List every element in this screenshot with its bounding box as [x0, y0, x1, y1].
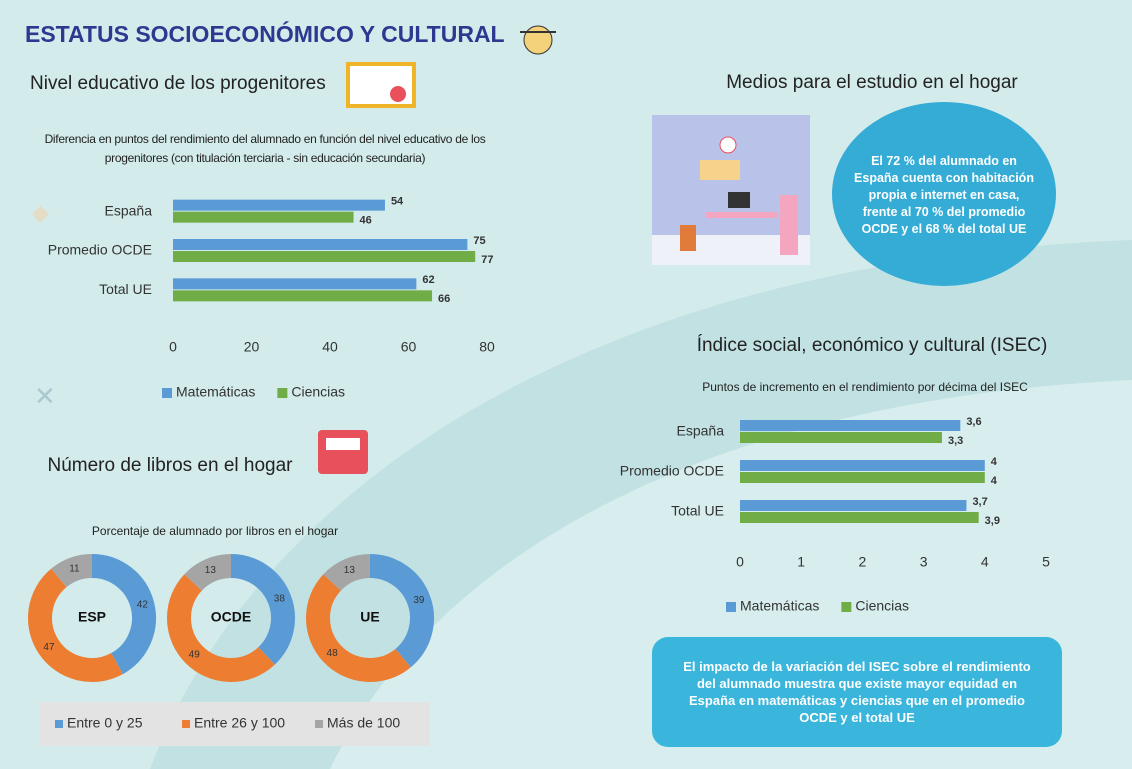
donut-segment: [230, 554, 295, 665]
donut-center-label: UE: [360, 609, 379, 625]
donut-segment: [323, 554, 371, 592]
donut-segment: [91, 554, 156, 675]
x-tick-label: 4: [981, 554, 989, 570]
legend-label: Entre 0 y 25: [67, 715, 143, 731]
legend-label: Ciencias: [855, 598, 909, 614]
value-label: 4: [991, 456, 998, 468]
bar: [173, 290, 433, 302]
value-label: 47: [43, 642, 55, 653]
bar: [740, 500, 967, 511]
section-title: Índice social, económico y cultural (ISE…: [697, 335, 1048, 356]
donut-segment: [306, 574, 411, 682]
legend-swatch: [55, 720, 63, 728]
room-illustration: [652, 115, 810, 265]
page-title: ESTATUS SOCIOECONÓMICO Y CULTURAL: [25, 20, 505, 47]
bar: [173, 239, 468, 250]
callout-text: El impacto de la variación del ISEC sobr…: [683, 659, 1031, 725]
donut-segment: [51, 554, 93, 588]
decor-x: ✕: [34, 381, 56, 411]
y-tick-label: Promedio OCDE: [620, 463, 724, 479]
bar: [740, 432, 942, 443]
y-tick-label: España: [105, 202, 153, 218]
legend-swatch: [182, 720, 190, 728]
bar: [740, 420, 961, 431]
value-label: 3,7: [972, 496, 987, 508]
x-tick-label: 3: [920, 554, 928, 570]
bar: [173, 251, 476, 262]
x-tick-label: 5: [1042, 554, 1050, 570]
legend-label: Matemáticas: [740, 598, 819, 614]
bar: [740, 472, 985, 483]
donut-segment: [167, 574, 275, 682]
value-label: 39: [413, 595, 425, 606]
bar: [173, 211, 354, 223]
legend-swatch: [726, 602, 736, 612]
section-title: Nivel educativo de los progenitores: [30, 73, 326, 94]
y-tick-label: Promedio OCDE: [48, 242, 152, 258]
x-tick-label: 1: [797, 554, 805, 570]
x-tick-label: 60: [401, 339, 417, 355]
x-tick-label: 20: [244, 339, 260, 355]
value-label: 75: [473, 235, 485, 247]
value-label: 42: [137, 600, 149, 611]
legend-label: Más de 100: [327, 715, 400, 731]
y-tick-label: España: [677, 423, 725, 439]
value-label: 48: [327, 648, 339, 659]
bar: [173, 199, 385, 211]
value-label: 46: [360, 215, 372, 227]
icon-diploma: [346, 62, 416, 108]
donut-center-label: OCDE: [211, 609, 251, 625]
bar: [740, 460, 985, 471]
x-tick-label: 0: [736, 554, 744, 570]
value-label: 11: [69, 564, 80, 575]
donut-segment: [28, 568, 123, 682]
donut-center-label: ESP: [78, 609, 106, 625]
x-tick-label: 40: [322, 339, 338, 355]
donut-segment: [369, 554, 434, 668]
chart-subtitle: Porcentaje de alumnado por libros en el …: [92, 524, 338, 538]
x-tick-label: 2: [859, 554, 867, 570]
legend-swatch: [315, 720, 323, 728]
value-label: 3,9: [985, 515, 1000, 527]
value-label: 3,6: [966, 416, 981, 428]
value-label: 49: [189, 649, 201, 660]
x-tick-label: 80: [479, 339, 495, 355]
chart-subtitle: Puntos de incremento en el rendimiento p…: [702, 380, 1028, 394]
value-label: 3,3: [948, 435, 963, 447]
legend-label: Matemáticas: [176, 384, 255, 400]
value-label: 77: [481, 254, 493, 266]
section-title: Medios para el estudio en el hogar: [726, 72, 1018, 93]
value-label: 38: [274, 593, 286, 604]
value-label: 13: [344, 565, 356, 576]
legend-label: Ciencias: [291, 384, 345, 400]
legend-swatch: [277, 388, 288, 398]
legend-label: Entre 26 y 100: [194, 715, 285, 731]
legend-swatch: [162, 388, 172, 398]
bar: [740, 512, 979, 523]
value-label: 66: [438, 293, 450, 305]
value-label: 4: [991, 475, 998, 487]
value-label: 54: [391, 196, 404, 208]
decor-diamond: ◆: [32, 200, 49, 225]
y-tick-label: Total UE: [671, 503, 724, 519]
bar: [173, 278, 417, 290]
section-title: Número de libros en el hogar: [47, 455, 293, 476]
x-tick-label: 0: [169, 339, 177, 355]
icon-books: [318, 430, 368, 474]
chart-subtitle: Diferencia en puntos del rendimiento del…: [44, 132, 486, 165]
value-label: 62: [422, 274, 434, 286]
highlight-text: El 72 % del alumnado en España cuenta co…: [854, 153, 1034, 236]
callout-box: [652, 637, 1062, 747]
donut-segment: [184, 554, 232, 592]
highlight-bubble: [832, 102, 1056, 286]
legend-swatch: [841, 602, 852, 612]
value-label: 13: [205, 565, 217, 576]
icon-scales: [520, 25, 556, 55]
donut-legend-box: [40, 702, 430, 746]
y-tick-label: Total UE: [99, 281, 152, 297]
